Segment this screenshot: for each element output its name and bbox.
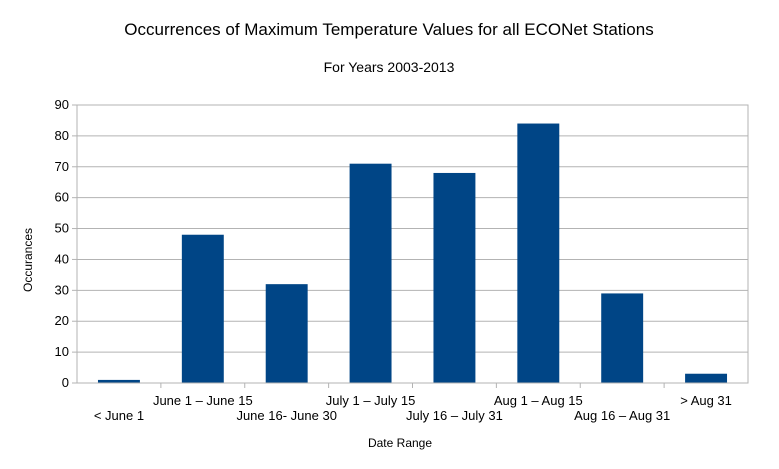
y-tick-label: 30 (55, 282, 69, 297)
x-tick-label: June 1 – June 15 (153, 393, 253, 408)
gridlines (72, 104, 748, 388)
bar (601, 293, 644, 383)
y-tick-label: 40 (55, 251, 69, 266)
x-tick-label: < June 1 (94, 408, 144, 423)
y-tick-label: 70 (55, 159, 69, 174)
bar (349, 163, 392, 383)
chart-title: Occurrences of Maximum Temperature Value… (124, 20, 653, 39)
chart-subtitle: For Years 2003-2013 (324, 59, 455, 75)
plot-frame (76, 104, 749, 384)
bar (181, 234, 224, 383)
y-tick-label: 60 (55, 190, 69, 205)
bar (433, 172, 476, 383)
x-axis-label: Date Range (368, 436, 432, 450)
x-tick-label: > Aug 31 (680, 393, 732, 408)
x-tick-label: June 16- June 30 (236, 408, 336, 423)
x-tick-label: July 1 – July 15 (326, 393, 416, 408)
bar (685, 373, 728, 383)
x-tick-label: Aug 1 – Aug 15 (494, 393, 583, 408)
bar (517, 123, 560, 384)
y-tick-label: 0 (62, 375, 69, 390)
bars (97, 123, 728, 384)
y-tick-label: 50 (55, 221, 69, 236)
x-tick-label: Aug 16 – Aug 31 (574, 408, 670, 423)
y-tick-label: 10 (55, 344, 69, 359)
y-tick-labels: 0 10 20 30 40 50 60 70 80 90 (55, 97, 69, 390)
y-tick-label: 80 (55, 128, 69, 143)
y-axis-label: Occurances (21, 228, 35, 292)
bar (265, 284, 308, 383)
bar (97, 379, 140, 383)
x-tick-label: July 16 – July 31 (406, 408, 503, 423)
y-tick-label: 90 (55, 97, 69, 112)
y-tick-label: 20 (55, 313, 69, 328)
